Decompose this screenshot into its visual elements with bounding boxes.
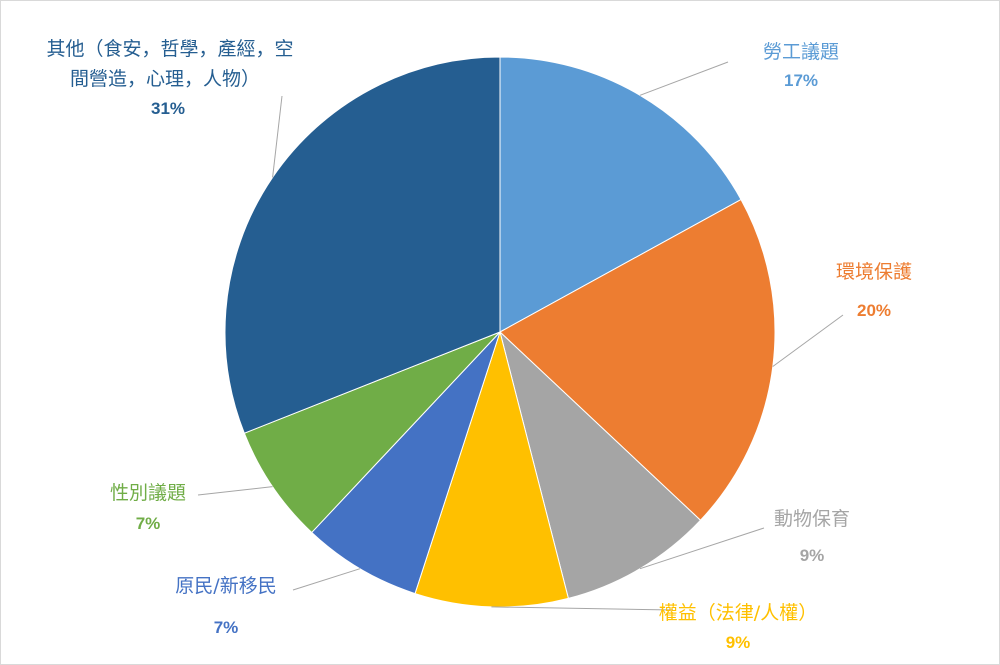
slice-pct-environment: 20% [857,301,891,320]
slice-label-gender: 性別議題 [110,482,186,504]
pie-slices [224,56,776,608]
slice-label-indigenous: 原民/新移民 [175,575,276,597]
slice-label-animal: 動物保育 [774,508,850,530]
slice-pct-rights: 9% [726,633,751,652]
slice-label-other-line1: 其他（食安，哲學，產經，空 [46,38,293,60]
leader-line-environment [772,314,844,367]
pie-slice-labor [499,56,742,333]
slice-pct-animal: 9% [800,546,825,565]
slice-pct-labor: 17% [784,71,818,90]
leader-line-labor [639,61,729,96]
leader-line-gender [197,486,273,496]
leader-lines [197,61,844,611]
pie-slice-indigenous [311,331,501,595]
slice-label-rights: 權益（法律/人權） [659,602,817,624]
pie-slice-other [224,56,501,434]
pie-slice-gender [243,331,501,534]
pie-slice-rights [414,330,569,608]
slice-pct-other: 31% [151,99,185,118]
slice-pct-gender: 7% [136,514,161,533]
data-labels: 勞工議題 17% 環境保護 20% 動物保育 9% 權益（法律/人權） 9% 原… [46,38,912,652]
slice-pct-indigenous: 7% [214,618,239,637]
leader-line-other [272,95,283,178]
leader-line-indigenous [292,568,361,591]
slice-label-other-line2: 間營造，心理，人物） [70,68,260,90]
pie-slice-animal [499,330,702,599]
slice-label-environment: 環境保護 [836,261,912,283]
slice-label-labor: 勞工議題 [763,41,839,63]
leader-line-animal [639,527,765,570]
leader-line-rights [491,606,674,611]
